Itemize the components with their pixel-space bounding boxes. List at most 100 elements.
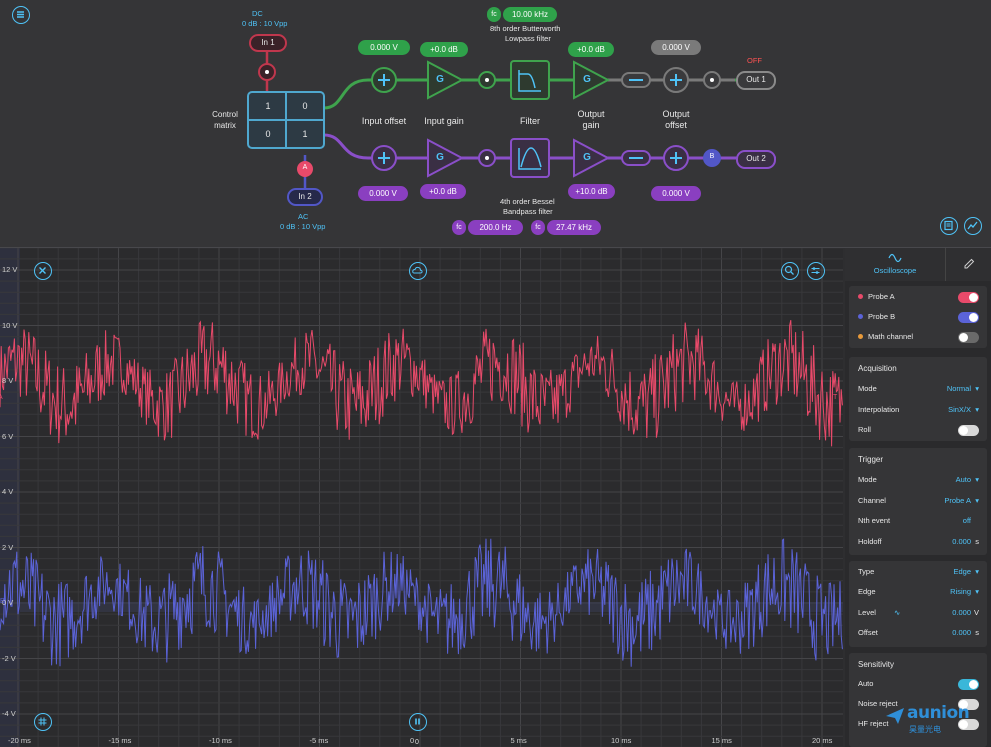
roll-toggle[interactable] <box>958 425 979 436</box>
trig-channel-value[interactable]: Probe A <box>944 496 971 505</box>
trigger-level-marker[interactable]: T <box>833 394 838 401</box>
trig-offset-value[interactable]: 0.000 <box>952 628 971 637</box>
grid-icon[interactable] <box>34 713 52 731</box>
trigger-time-marker[interactable]: 0 <box>415 739 419 746</box>
tab-oscilloscope-label: Oscilloscope <box>873 266 917 275</box>
x-axis-tick: -5 ms <box>309 736 329 745</box>
y-axis-tick: 8 V <box>2 376 14 385</box>
cloud-upload-icon[interactable] <box>409 262 427 280</box>
acq-roll-row[interactable]: Roll <box>858 423 979 437</box>
y-axis-tick: 4 V <box>2 487 14 496</box>
trig-type-value[interactable]: Edge <box>953 567 971 576</box>
close-icon[interactable] <box>34 262 52 280</box>
x-axis-tick: 0 <box>410 736 415 745</box>
tab-oscilloscope[interactable]: Oscilloscope <box>845 248 945 281</box>
acq-roll-label: Roll <box>858 425 871 434</box>
math-channel-dot <box>858 334 863 339</box>
dc-range: 0 dB : 10 Vpp <box>242 19 288 28</box>
trig-offset-row[interactable]: Offset 0.000 s <box>858 626 979 640</box>
trig-nth-label: Nth event <box>858 516 891 525</box>
math-channel-row[interactable]: Math channel <box>858 330 979 344</box>
ch1-input-gain-value[interactable]: +0.0 dB <box>420 42 468 57</box>
probe-b-toggle[interactable] <box>958 312 979 323</box>
matrix-cell-11[interactable]: 1 <box>265 101 271 111</box>
settings-sliders-icon[interactable] <box>807 262 825 280</box>
ch1-output-gain-block[interactable]: G <box>583 74 591 85</box>
in1-button[interactable]: In 1 <box>261 38 275 47</box>
chevron-down-icon: ▾ <box>975 567 979 576</box>
pause-icon[interactable] <box>409 713 427 731</box>
zoom-icon[interactable] <box>781 262 799 280</box>
math-channel-toggle[interactable] <box>958 332 979 343</box>
ch1-output-gain-value[interactable]: +0.0 dB <box>568 42 614 57</box>
trig-level-row[interactable]: Level ∿ 0.000 V <box>858 606 979 620</box>
probe-a-axis-marker[interactable]: A <box>0 394 3 401</box>
panel-tabs: Oscilloscope <box>845 248 991 281</box>
ch1-cutoff-value[interactable]: 10.00 kHz <box>503 7 557 22</box>
ch2-cutoff-high-value[interactable]: 27.47 kHz <box>547 220 601 235</box>
acq-mode-row[interactable]: Mode Normal ▾ <box>858 382 979 396</box>
ch1-input-offset-value[interactable]: 0.000 V <box>358 40 410 55</box>
ch2-output-offset-value[interactable]: 0.000 V <box>651 186 701 201</box>
sens-hf-row[interactable]: HF reject <box>858 717 979 731</box>
oscilloscope-plot[interactable] <box>0 248 843 747</box>
chevron-down-icon: ▾ <box>975 475 979 484</box>
trig-mode-value[interactable]: Auto <box>955 475 971 484</box>
ch2-input-offset-value[interactable]: 0.000 V <box>358 186 408 201</box>
trig-nth-row[interactable]: Nth event off <box>858 514 979 528</box>
acq-interp-row[interactable]: Interpolation SinX/X ▾ <box>858 403 979 417</box>
hf-reject-toggle[interactable] <box>958 719 979 730</box>
acq-interp-value[interactable]: SinX/X <box>948 405 971 414</box>
probe-b-axis-marker[interactable]: B <box>0 598 5 605</box>
trig-edge-row[interactable]: Edge Rising ▾ <box>858 585 979 599</box>
ch2-output-gain-block[interactable]: G <box>583 152 591 163</box>
watermark-sub: 昊量光电 <box>909 725 941 734</box>
sens-auto-row[interactable]: Auto <box>858 677 979 691</box>
trig-nth-value[interactable]: off <box>962 516 971 525</box>
probe-a-row[interactable]: Probe A <box>858 290 979 304</box>
trig-holdoff-label: Holdoff <box>858 537 882 546</box>
sens-noise-row[interactable]: Noise reject <box>858 697 979 711</box>
ch2-input-gain-value[interactable]: +0.0 dB <box>420 184 466 199</box>
probe-a-toggle[interactable] <box>958 292 979 303</box>
ch1-output-offset-value[interactable]: 0.000 V <box>651 40 701 55</box>
menu-icon[interactable] <box>12 6 30 24</box>
y-axis-tick: -2 V <box>2 653 16 663</box>
matrix-cell-22[interactable]: 1 <box>302 129 308 139</box>
trigger-title: Trigger <box>858 455 884 464</box>
trig-edge-value[interactable]: Rising <box>950 587 971 596</box>
filter-top-kind: Lowpass filter <box>505 34 551 43</box>
ch1-input-gain-block[interactable]: G <box>436 74 444 85</box>
trig-mode-label: Mode <box>858 475 877 484</box>
analysis-icon[interactable] <box>964 217 982 235</box>
oscilloscope-display[interactable]: 12 V 10 V 8 V 6 V 4 V 2 V 0 V -2 V -4 V -20 ms -1… <box>0 248 843 747</box>
trig-channel-row[interactable]: Channel Probe A ▾ <box>858 494 979 508</box>
matrix-cell-12[interactable]: 0 <box>302 101 308 111</box>
sens-auto-toggle[interactable] <box>958 679 979 690</box>
tab-edit[interactable] <box>945 248 991 281</box>
notes-icon[interactable] <box>940 217 958 235</box>
matrix-cell-21[interactable]: 0 <box>265 129 271 139</box>
ch2-input-gain-block[interactable]: G <box>436 152 444 163</box>
out1-button[interactable]: Out 1 <box>746 75 766 84</box>
y-axis-tick: 6 V <box>2 431 14 441</box>
x-axis-tick: 20 ms <box>812 736 833 745</box>
in2-button[interactable]: In 2 <box>298 192 312 201</box>
ch1-fc-symbol: fᴄ <box>487 7 501 22</box>
probe-b-row[interactable]: Probe B <box>858 310 979 324</box>
trig-level-unit: V <box>973 608 979 617</box>
noise-reject-toggle[interactable] <box>958 699 979 710</box>
trig-holdoff-row[interactable]: Holdoff 0.000 s <box>858 535 979 549</box>
trig-level-value[interactable]: 0.000 <box>952 608 971 617</box>
trig-type-row[interactable]: Type Edge ▾ <box>858 565 979 579</box>
out2-button[interactable]: Out 2 <box>746 154 766 163</box>
ch2-output-gain-value[interactable]: +10.0 dB <box>568 184 615 199</box>
trigger-edge-card: Type Edge ▾ Edge Rising ▾ Level ∿ 0.000 V Offse… <box>849 561 987 647</box>
trig-mode-row[interactable]: Mode Auto ▾ <box>858 473 979 487</box>
trig-level-label: Level <box>858 608 876 617</box>
acq-mode-value[interactable]: Normal <box>946 384 971 393</box>
trig-holdoff-value[interactable]: 0.000 <box>952 537 971 546</box>
trig-type-label: Type <box>858 567 875 576</box>
ch2-cutoff-low-value[interactable]: 200.0 Hz <box>468 220 523 235</box>
acquisition-card: Acquisition Mode Normal ▾ Interpolation Sin… <box>849 357 987 441</box>
